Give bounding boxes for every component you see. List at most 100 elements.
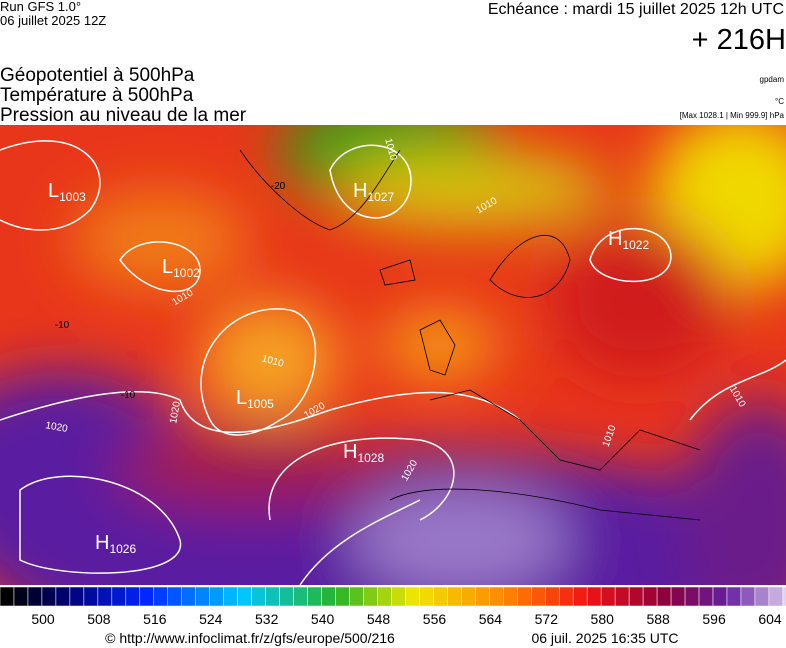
colorbar-swatch xyxy=(419,586,434,607)
colorbar-swatch xyxy=(656,586,672,607)
colorbar-swatch xyxy=(503,586,518,607)
colorbar-swatch xyxy=(0,586,15,607)
colorbar-swatch xyxy=(517,586,532,607)
colorbar-swatch xyxy=(726,586,742,607)
source: © http://www.infoclimat.fr/z/gfs/europe/… xyxy=(105,630,395,646)
colorbar-swatch xyxy=(782,586,786,607)
colorbar-tick-label: 548 xyxy=(367,611,391,627)
pressure-center: H1026 xyxy=(95,532,136,556)
colorbar-swatch xyxy=(139,586,155,607)
colorbar-swatch xyxy=(628,586,644,607)
lead-time: + 216H xyxy=(692,24,786,56)
colorbar-tick-label: 556 xyxy=(423,611,447,627)
colorbar-swatch xyxy=(97,586,113,607)
pressure-center: L1003 xyxy=(48,180,86,204)
unit: [Max 1028.1 | Min 999.9] hPa xyxy=(680,111,785,120)
field-name: Température à 500hPa xyxy=(0,85,194,106)
colorbar-swatch xyxy=(712,586,728,607)
colorbar-swatch xyxy=(447,586,462,607)
colorbar-swatch xyxy=(545,586,560,607)
isotherm-label: -20 xyxy=(271,181,286,192)
colorbar-swatch xyxy=(209,586,224,607)
center-value: 1028 xyxy=(357,451,384,465)
colorbar-swatch xyxy=(153,586,169,607)
valid-time: Echéance : mardi 15 juillet 2025 12h UTC xyxy=(488,1,784,18)
colorbar-swatch xyxy=(433,586,448,607)
map: L1003L1002H1027H1022L1005H1028H102610101… xyxy=(0,125,786,585)
isobar-label: 1020 xyxy=(45,420,69,435)
unit: °C xyxy=(775,97,784,106)
colorbar-tick-label: 508 xyxy=(87,611,111,627)
colorbar-swatch xyxy=(363,586,378,607)
pressure-center: H1022 xyxy=(608,228,649,252)
colorbar-swatch xyxy=(670,586,686,607)
colorbar-tick-label: 564 xyxy=(479,611,503,627)
unit: gpdam xyxy=(760,75,785,84)
colorbar-tick-label: 516 xyxy=(143,611,167,627)
colorbar-swatch xyxy=(754,586,770,607)
colorbar-swatch xyxy=(237,586,252,607)
pressure-center: H1028 xyxy=(343,441,384,465)
colorbar-swatch xyxy=(167,586,182,607)
colorbar-swatch xyxy=(335,586,350,607)
pressure-center: L1005 xyxy=(236,387,274,411)
generated: 06 juil. 2025 16:35 UTC xyxy=(531,630,678,646)
colorbar-swatch xyxy=(642,586,658,607)
center-letter: L xyxy=(236,387,247,409)
center-value: 1003 xyxy=(59,190,86,204)
colorbar-tick-label: 596 xyxy=(702,611,726,627)
colorbar-swatch xyxy=(27,586,43,607)
colorbar-swatch xyxy=(111,586,127,607)
colorbar-swatch xyxy=(307,586,322,607)
field-name: Pression au niveau de la mer xyxy=(0,105,247,126)
colorbar-swatch xyxy=(698,586,714,607)
colorbar-swatch xyxy=(293,586,308,607)
colorbar-swatch xyxy=(251,586,266,607)
colorbar-tick-label: 580 xyxy=(591,611,615,627)
colorbar-swatch xyxy=(349,586,364,607)
colorbar-swatch xyxy=(279,586,294,607)
colorbar-swatch xyxy=(531,586,546,607)
colorbar-tick-label: 532 xyxy=(255,611,279,627)
center-value: 1022 xyxy=(622,238,649,252)
run-date: 06 juillet 2025 12Z xyxy=(0,13,106,28)
colorbar-swatch xyxy=(55,586,71,607)
isotherm-label: -10 xyxy=(55,320,70,331)
colorbar-swatch xyxy=(740,586,756,607)
colorbar-swatch xyxy=(181,586,196,607)
colorbar-swatch xyxy=(41,586,57,607)
colorbar-tick-label: 524 xyxy=(199,611,223,627)
isobar-label: 1020 xyxy=(168,400,183,424)
pressure-center: H1027 xyxy=(353,180,394,204)
colorbar-swatch xyxy=(195,586,210,607)
colorbar-swatch xyxy=(461,586,476,607)
colorbar-swatch xyxy=(265,586,280,607)
colorbar-tick-label: 588 xyxy=(646,611,670,627)
colorbar-swatch xyxy=(614,586,630,607)
colorbar-swatch xyxy=(600,586,616,607)
colorbar-swatch xyxy=(405,586,420,607)
colorbar-tick-label: 604 xyxy=(758,611,782,627)
colorbar-swatch xyxy=(223,586,238,607)
colorbar-swatch xyxy=(768,586,784,607)
center-letter: H xyxy=(353,180,367,202)
colorbar-swatch xyxy=(321,586,336,607)
center-value: 1026 xyxy=(109,542,136,556)
run: Run GFS 1.0° xyxy=(0,0,81,14)
colorbar-tick-label: 540 xyxy=(311,611,335,627)
colorbar-tick-label: 572 xyxy=(535,611,559,627)
center-value: 1027 xyxy=(367,190,394,204)
center-letter: H xyxy=(95,532,109,554)
field-name: Géopotentiel à 500hPa xyxy=(0,65,195,86)
colorbar-swatch xyxy=(391,586,406,607)
colorbar: 500 508 516 524 532 540 548 556 564 572 580 588 596 6… xyxy=(0,586,786,627)
center-letter: H xyxy=(343,441,357,463)
pressure-center: L1002 xyxy=(162,256,200,280)
colorbar-swatch xyxy=(125,586,141,607)
colorbar-swatch xyxy=(489,586,504,607)
center-letter: L xyxy=(162,256,173,278)
colorbar-swatch xyxy=(475,586,490,607)
center-letter: L xyxy=(48,180,59,202)
colorbar-swatch xyxy=(572,586,588,607)
